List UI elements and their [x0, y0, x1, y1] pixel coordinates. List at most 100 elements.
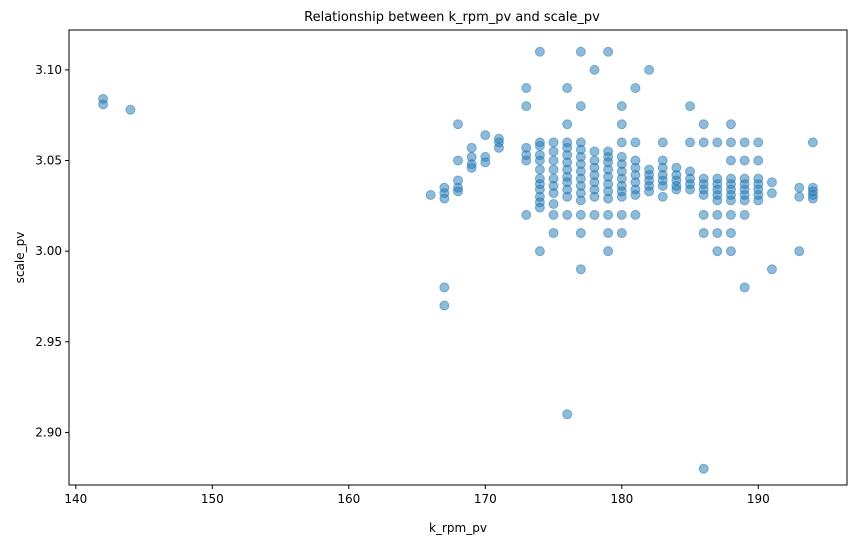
y-tick-label: 2.95	[35, 335, 62, 349]
data-point	[725, 195, 736, 206]
data-point	[534, 246, 545, 257]
data-point	[562, 409, 573, 420]
data-point	[480, 130, 491, 141]
data-point	[794, 191, 805, 202]
data-point	[493, 142, 504, 153]
data-point	[712, 228, 723, 239]
data-point	[575, 195, 586, 206]
data-point	[739, 195, 750, 206]
data-point	[534, 202, 545, 213]
data-point	[725, 246, 736, 257]
data-point	[725, 155, 736, 166]
data-point	[753, 137, 764, 148]
data-point	[603, 246, 614, 257]
data-point	[439, 282, 450, 293]
x-tick-label: 170	[474, 492, 497, 506]
data-point	[534, 155, 545, 166]
data-point	[589, 191, 600, 202]
x-axis-label: k_rpm_pv	[429, 521, 487, 535]
data-point	[548, 146, 559, 157]
data-point	[589, 64, 600, 75]
data-point	[712, 246, 723, 257]
data-point	[548, 155, 559, 166]
data-point	[766, 264, 777, 275]
data-point	[439, 300, 450, 311]
data-point	[657, 137, 668, 148]
data-point	[534, 164, 545, 175]
data-point	[644, 186, 655, 197]
data-point	[630, 189, 641, 200]
data-point	[125, 104, 136, 115]
data-point	[562, 119, 573, 130]
data-point	[766, 188, 777, 199]
y-tick-label: 3.05	[35, 154, 62, 168]
data-points	[98, 46, 818, 474]
data-point	[712, 137, 723, 148]
data-point	[739, 155, 750, 166]
data-point	[725, 228, 736, 239]
data-point	[562, 83, 573, 94]
data-point	[425, 189, 436, 200]
data-point	[739, 209, 750, 220]
data-point	[575, 101, 586, 112]
data-point	[685, 101, 696, 112]
data-point	[807, 193, 818, 204]
plot-frame	[68, 29, 848, 486]
x-tick-label: 160	[337, 492, 360, 506]
data-point	[753, 155, 764, 166]
x-tick-label: 140	[64, 492, 87, 506]
data-point	[616, 137, 627, 148]
data-point	[562, 209, 573, 220]
data-point	[698, 228, 709, 239]
data-point	[548, 209, 559, 220]
data-point	[739, 282, 750, 293]
data-point	[466, 162, 477, 173]
data-point	[548, 137, 559, 148]
data-point	[725, 209, 736, 220]
data-point	[575, 264, 586, 275]
y-axis: 2.90 2.95 3.00 3.05 3.10	[35, 63, 69, 439]
data-point	[712, 195, 723, 206]
data-point	[521, 209, 532, 220]
data-point	[480, 157, 491, 168]
data-point	[534, 46, 545, 57]
data-point	[657, 191, 668, 202]
data-point	[603, 193, 614, 204]
data-point	[603, 209, 614, 220]
y-tick-label: 2.90	[35, 425, 62, 439]
data-point	[698, 463, 709, 474]
data-point	[698, 209, 709, 220]
data-point	[685, 137, 696, 148]
data-point	[794, 246, 805, 257]
data-point	[766, 177, 777, 188]
data-point	[616, 228, 627, 239]
data-point	[548, 228, 559, 239]
data-point	[794, 182, 805, 193]
data-point	[616, 119, 627, 130]
data-point	[589, 209, 600, 220]
data-point	[739, 137, 750, 148]
chart-title: Relationship between k_rpm_pv and scale_…	[304, 10, 600, 25]
data-point	[671, 184, 682, 195]
data-point	[630, 83, 641, 94]
data-point	[698, 137, 709, 148]
data-point	[548, 164, 559, 175]
data-point	[630, 137, 641, 148]
data-point	[466, 142, 477, 153]
x-axis: 140 150 160 170 180 190	[64, 485, 770, 506]
data-point	[575, 209, 586, 220]
data-point	[753, 195, 764, 206]
data-point	[698, 189, 709, 200]
x-tick-label: 150	[201, 492, 224, 506]
data-point	[725, 137, 736, 148]
data-point	[657, 180, 668, 191]
data-point	[521, 83, 532, 94]
data-point	[698, 119, 709, 130]
data-point	[725, 119, 736, 130]
data-point	[575, 46, 586, 57]
data-point	[521, 101, 532, 112]
data-point	[548, 188, 559, 199]
data-point	[616, 101, 627, 112]
